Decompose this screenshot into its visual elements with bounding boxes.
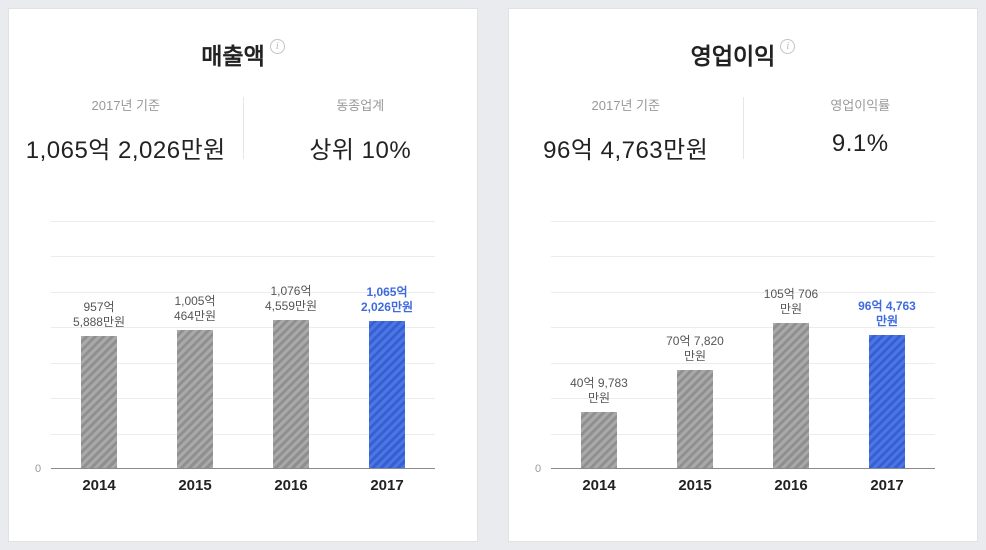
revenue-card: 매출액 i 2017년 기준 1,065억 2,026만원 동종업계 상위 10… [8, 8, 478, 542]
operating-margin-stat: 영업이익률 9.1% [744, 95, 978, 165]
bar-column-2014: 957억 5,888만원 [51, 220, 147, 468]
bar-2014[interactable] [581, 412, 617, 468]
gridline [551, 256, 935, 257]
gridline [51, 434, 435, 435]
operating-profit-stats: 2017년 기준 96억 4,763만원 영업이익률 9.1% [509, 95, 977, 165]
bar-column-2017: 96억 4,763 만원 [839, 220, 935, 468]
bar-2015[interactable] [177, 330, 213, 468]
bar-column-2015: 1,005억 464만원 [147, 220, 243, 468]
stat-value: 1,065억 2,026만원 [25, 137, 226, 164]
operating-profit-bar-chart: 0 40억 9,783 만원 70억 7,820 만원 105억 706 만원 96억 4,… [535, 220, 935, 475]
bar-2017[interactable] [869, 335, 905, 468]
bar-2016[interactable] [773, 323, 809, 468]
info-icon[interactable]: i [269, 39, 285, 54]
axis-zero-label: 0 [35, 463, 42, 475]
revenue-bar-chart: 0 957억 5,888만원 1,005억 464만원 1,076억 4,559만원 1,0… [35, 220, 435, 475]
operating-profit-card-title: 영업이익 [690, 43, 776, 69]
operating-profit-amount-stat: 2017년 기준 96억 4,763만원 [509, 95, 743, 165]
revenue-chart-wrap: 0 957억 5,888만원 1,005억 464만원 1,076억 4,559만원 1,0… [35, 220, 435, 497]
x-axis-label-2015: 2015 [678, 477, 712, 494]
bar-column-2016: 1,076억 4,559만원 [243, 220, 339, 468]
gridline [551, 363, 935, 364]
bar-value-label-2015: 1,005억 464만원 [173, 294, 217, 323]
operating-profit-title-row: 영업이익 i [509, 37, 977, 71]
stat-label: 2017년 기준 [91, 98, 160, 113]
x-axis-label-2017: 2017 [370, 477, 404, 494]
gridline [551, 434, 935, 435]
stat-label: 영업이익률 [830, 98, 891, 113]
bar-column-2017: 1,065억 2,026만원 [339, 220, 435, 468]
operating-profit-x-axis: 2014 2015 2016 2017 [551, 469, 935, 497]
stat-value: 96억 4,763만원 [543, 137, 709, 164]
revenue-x-axis: 2014 2015 2016 2017 [51, 469, 435, 497]
gridline [51, 256, 435, 257]
gridline [551, 398, 935, 399]
gridline [51, 221, 435, 222]
bar-2016[interactable] [273, 320, 309, 468]
revenue-amount-stat: 2017년 기준 1,065억 2,026만원 [9, 95, 243, 165]
stat-value: 상위 10% [309, 137, 412, 164]
operating-profit-chart-wrap: 0 40억 9,783 만원 70억 7,820 만원 105억 706 만원 96억 4,… [535, 220, 935, 497]
bar-value-label-2016: 105억 706 만원 [763, 287, 819, 316]
operating-profit-card: 영업이익 i 2017년 기준 96억 4,763만원 영업이익률 9.1% 0… [508, 8, 978, 542]
bar-value-label-2015: 70억 7,820 만원 [666, 334, 724, 363]
x-axis-label-2014: 2014 [82, 477, 116, 494]
stats-divider [242, 97, 244, 159]
gridline [51, 292, 435, 293]
revenue-stats: 2017년 기준 1,065억 2,026만원 동종업계 상위 10% [9, 95, 477, 165]
gridline [551, 221, 935, 222]
revenue-title-row: 매출액 i [9, 37, 477, 71]
bar-value-label-2014: 957억 5,888만원 [72, 300, 126, 329]
gridline [51, 327, 435, 328]
industry-rank-stat: 동종업계 상위 10% [244, 95, 478, 165]
axis-zero-label: 0 [535, 463, 542, 475]
stat-label: 2017년 기준 [591, 98, 660, 113]
x-axis-label-2016: 2016 [774, 477, 808, 494]
x-axis-label-2015: 2015 [178, 477, 212, 494]
x-axis-label-2016: 2016 [274, 477, 308, 494]
stats-divider [742, 97, 744, 159]
bar-2014[interactable] [81, 336, 117, 468]
bar-value-label-2016: 1,076억 4,559만원 [264, 284, 318, 313]
x-axis-label-2017: 2017 [870, 477, 904, 494]
bar-value-label-2017: 1,065억 2,026만원 [360, 285, 414, 314]
bar-value-label-2017: 96억 4,763 만원 [858, 299, 916, 328]
revenue-card-title: 매출액 [201, 43, 265, 69]
gridline [51, 363, 435, 364]
bar-column-2014: 40억 9,783 만원 [551, 220, 647, 468]
bar-2017[interactable] [369, 321, 405, 468]
gridline [51, 398, 435, 399]
bar-column-2016: 105억 706 만원 [743, 220, 839, 468]
stat-value: 9.1% [831, 130, 889, 157]
bar-column-2015: 70억 7,820 만원 [647, 220, 743, 468]
bar-value-label-2014: 40억 9,783 만원 [570, 376, 628, 405]
info-icon[interactable]: i [780, 39, 796, 54]
x-axis-label-2014: 2014 [582, 477, 616, 494]
gridline [551, 327, 935, 328]
bar-2015[interactable] [677, 370, 713, 468]
stat-label: 동종업계 [336, 98, 385, 113]
gridline [551, 292, 935, 293]
